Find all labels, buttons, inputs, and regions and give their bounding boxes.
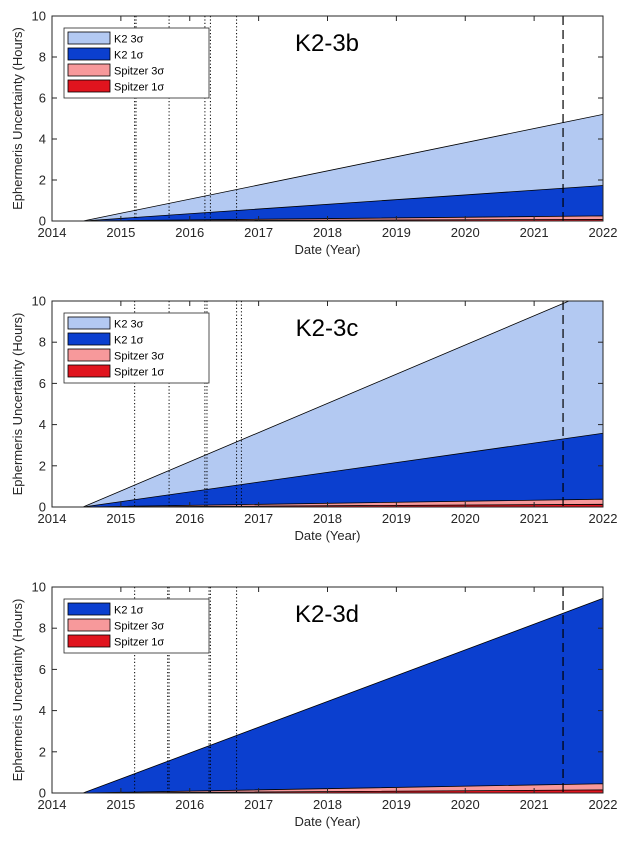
y-tick-label-3: 6 (39, 91, 46, 106)
legend-label-1: K2 3σ (114, 319, 144, 331)
x-tick-label-5: 2019 (382, 225, 411, 240)
x-tick-label-7: 2021 (520, 225, 549, 240)
legend-label-3: Spitzer 3σ (114, 66, 164, 78)
y-tick-label-2: 4 (39, 417, 46, 432)
y-tick-label-1: 2 (39, 458, 46, 473)
x-tick-label-7: 2021 (520, 797, 549, 812)
y-axis-label: Ephermeris Uncertainty (Hours) (10, 599, 25, 782)
legend-swatch-3 (67, 63, 111, 77)
area-series-3 (82, 789, 603, 793)
y-tick-label-4: 8 (39, 50, 46, 65)
legend-swatch-3 (67, 634, 111, 648)
y-tick-label-2: 4 (39, 703, 46, 718)
chart-panel-3: 2014 2015 2016 2017 2018 2019 2020 2021 2022 0 2 4 6… (10, 580, 617, 830)
panel-title: K2-3d (295, 601, 359, 628)
legend-label-2: Spitzer 3σ (114, 621, 164, 633)
x-tick-label-0: 2014 (38, 511, 67, 526)
legend-label-1: K2 3σ (114, 34, 144, 46)
x-tick-label-3: 2017 (244, 225, 273, 240)
legend-label-2: K2 1σ (114, 335, 144, 347)
legend-label-4: Spitzer 1σ (114, 82, 164, 94)
area-series-1 (82, 597, 603, 793)
x-tick-label-8: 2022 (589, 511, 618, 526)
y-tick-label-5: 10 (32, 294, 46, 309)
plot-area (82, 587, 603, 793)
x-tick-label-3: 2017 (244, 797, 273, 812)
x-tick-label-6: 2020 (451, 225, 480, 240)
x-tick-label-1: 2015 (106, 225, 135, 240)
y-tick-label-3: 6 (39, 662, 46, 677)
y-tick-label-0: 0 (39, 500, 46, 515)
x-tick-label-6: 2020 (451, 797, 480, 812)
y-tick-label-4: 8 (39, 621, 46, 636)
legend: K2 1σ Spitzer 3σ Spitzer 1σ (63, 598, 210, 654)
y-tick-label-5: 10 (32, 580, 46, 595)
y-tick-label-3: 6 (39, 376, 46, 391)
x-tick-label-5: 2019 (382, 511, 411, 526)
x-tick-label-8: 2022 (589, 225, 618, 240)
y-tick-label-2: 4 (39, 132, 46, 147)
chart-panel-1: 2014 2015 2016 2017 2018 2019 2020 2021 2022 0 2 4 6… (10, 9, 617, 258)
legend-swatch-2 (67, 618, 111, 632)
panel-title: K2-3b (295, 30, 359, 57)
legend-swatch-4 (67, 79, 111, 93)
x-tick-label-0: 2014 (38, 225, 67, 240)
legend-swatch-1 (67, 602, 111, 616)
x-axis-label: Date (Year) (295, 528, 361, 543)
legend-swatch-2 (67, 332, 111, 346)
x-tick-label-1: 2015 (106, 511, 135, 526)
y-axis-label: Ephermeris Uncertainty (Hours) (10, 313, 25, 496)
legend-swatch-2 (67, 47, 111, 61)
x-axis-label: Date (Year) (295, 242, 361, 257)
legend: K2 3σ K2 1σ Spitzer 3σ Spitzer 1σ (63, 27, 210, 99)
x-tick-label-3: 2017 (244, 511, 273, 526)
x-tick-label-0: 2014 (38, 797, 67, 812)
area-series-4 (82, 503, 603, 507)
area-series-2 (82, 185, 603, 221)
y-tick-label-4: 8 (39, 335, 46, 350)
chart-panel-2: 2014 2015 2016 2017 2018 2019 2020 2021 2022 0 2 4 6… (10, 294, 618, 544)
legend-label-1: K2 1σ (114, 605, 144, 617)
y-tick-label-5: 10 (32, 9, 46, 24)
x-tick-label-4: 2018 (313, 511, 342, 526)
legend-swatch-1 (67, 316, 111, 330)
legend-swatch-1 (67, 31, 111, 45)
x-tick-label-7: 2021 (520, 511, 549, 526)
x-tick-label-2: 2016 (175, 511, 204, 526)
x-tick-label-8: 2022 (589, 797, 618, 812)
legend-swatch-3 (67, 348, 111, 362)
x-tick-label-2: 2016 (175, 225, 204, 240)
legend-label-4: Spitzer 1σ (114, 367, 164, 379)
y-axis-label: Ephermeris Uncertainty (Hours) (10, 27, 25, 210)
legend-swatch-4 (67, 364, 111, 378)
x-tick-label-2: 2016 (175, 797, 204, 812)
plot-area (82, 301, 603, 507)
y-tick-label-1: 2 (39, 173, 46, 188)
legend: K2 3σ K2 1σ Spitzer 3σ Spitzer 1σ (63, 312, 210, 384)
x-tick-label-6: 2020 (451, 511, 480, 526)
x-tick-label-4: 2018 (313, 797, 342, 812)
y-tick-label-0: 0 (39, 214, 46, 229)
legend-label-2: K2 1σ (114, 50, 144, 62)
legend-label-3: Spitzer 3σ (114, 351, 164, 363)
x-tick-label-1: 2015 (106, 797, 135, 812)
y-tick-label-0: 0 (39, 786, 46, 801)
y-tick-label-1: 2 (39, 744, 46, 759)
x-axis-label: Date (Year) (295, 814, 361, 829)
legend-label-3: Spitzer 1σ (114, 637, 164, 649)
area-series-2 (82, 432, 603, 507)
panel-title: K2-3c (296, 315, 359, 342)
x-tick-label-4: 2018 (313, 225, 342, 240)
x-tick-label-5: 2019 (382, 797, 411, 812)
